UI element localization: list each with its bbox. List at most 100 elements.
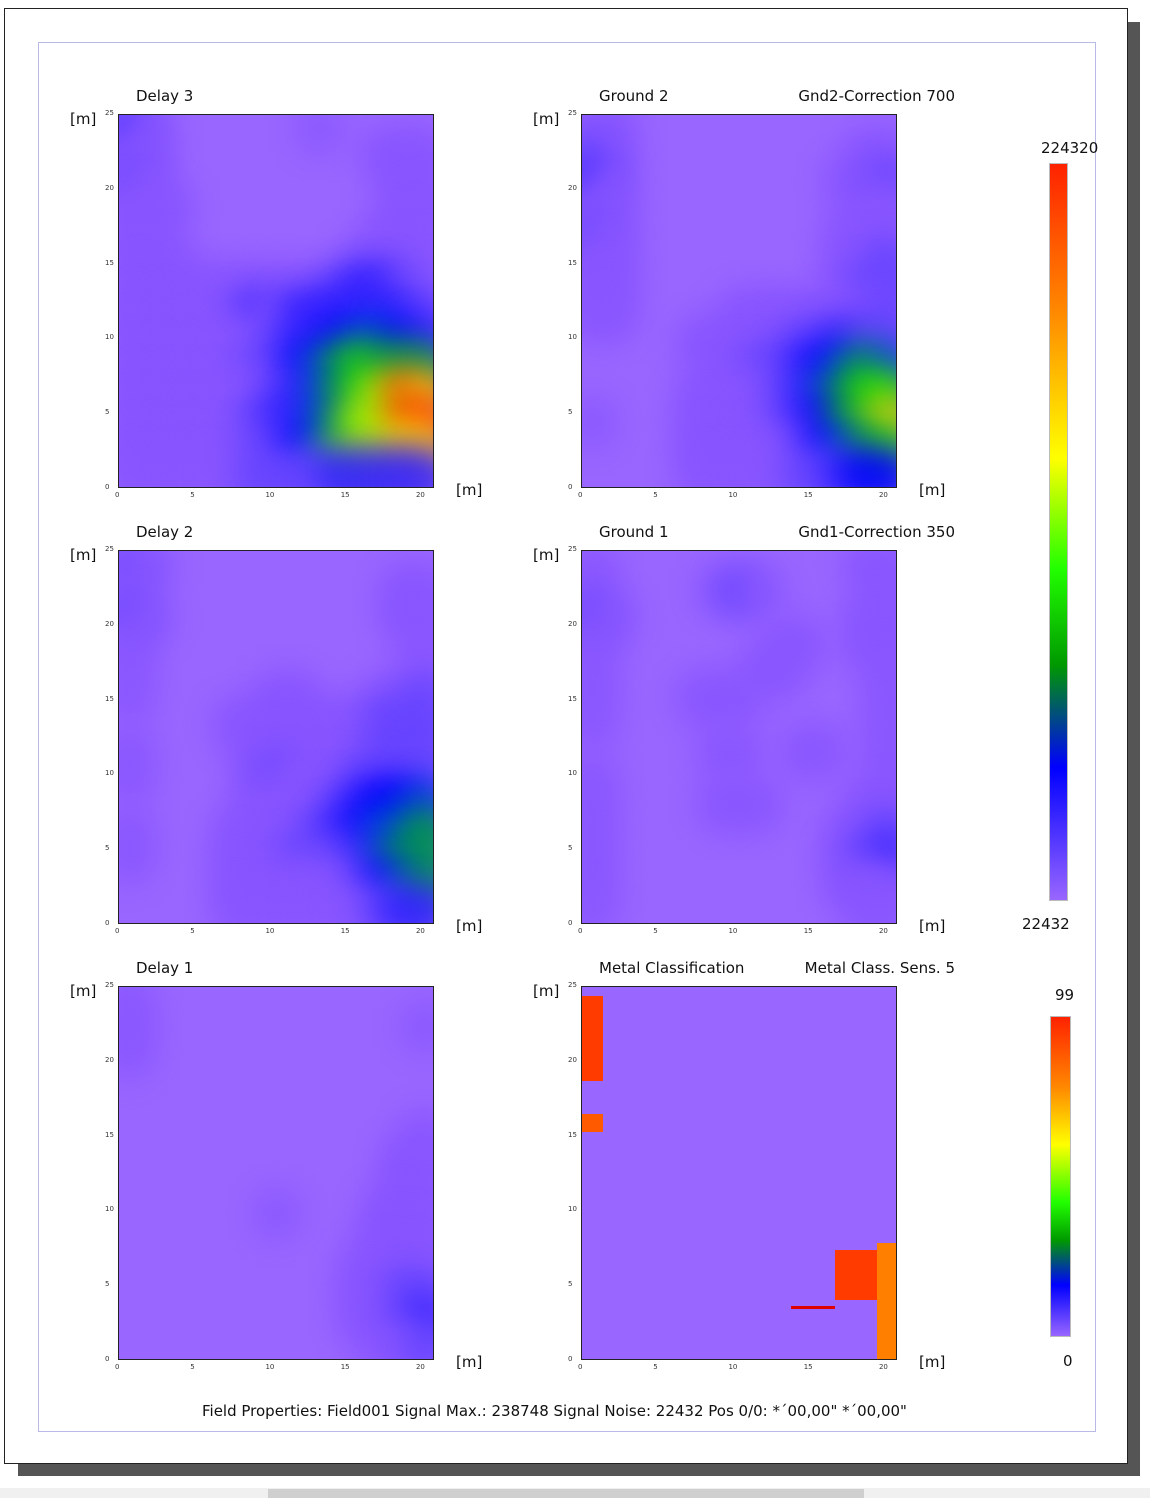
- heatmap-metal: [581, 986, 897, 1360]
- heat-cell: [737, 779, 785, 831]
- x-tick-label: 5: [653, 1363, 658, 1371]
- y-tick-label: 0: [568, 483, 573, 491]
- x-tick-label: 5: [190, 491, 195, 499]
- x-tick-label: 0: [578, 491, 583, 499]
- heatmap-delay3: [118, 114, 434, 488]
- heat-cell: [582, 699, 616, 750]
- y-tick-label: 5: [568, 844, 573, 853]
- y-tick-label: 25: [568, 545, 577, 553]
- y-tick-label: 20: [568, 183, 577, 192]
- heat-cell: [582, 396, 616, 448]
- x-tick-label: 0: [115, 491, 120, 499]
- panel-title-ground1: Ground 1: [599, 523, 669, 541]
- y-axis-unit: [m]: [533, 546, 560, 564]
- x-tick-label: 20: [415, 491, 425, 499]
- x-tick-label: 15: [803, 1363, 813, 1371]
- x-tick-label: 0: [578, 1363, 583, 1371]
- x-tick-label: 0: [115, 927, 120, 935]
- y-tick-label: 20: [568, 1055, 577, 1064]
- y-tick-label: 25: [105, 109, 114, 117]
- x-tick-label: 5: [190, 1363, 195, 1371]
- field-properties-footer: Field Properties: Field001 Signal Max.: …: [202, 1402, 907, 1420]
- x-tick-label: 10: [728, 1363, 738, 1371]
- y-tick-label: 15: [568, 694, 577, 703]
- y-tick-label: 10: [105, 1205, 114, 1214]
- x-tick-label: 0: [115, 1363, 120, 1371]
- panel-title-delay1: Delay 1: [136, 959, 194, 977]
- y-tick-label: 10: [105, 769, 114, 778]
- metal-region-4: [791, 1305, 835, 1309]
- y-tick-label: 20: [105, 619, 114, 628]
- x-axis-unit: [m]: [919, 481, 946, 499]
- heat-cell: [716, 725, 764, 777]
- y-tick-label: 10: [568, 1205, 577, 1214]
- heat-cell: [295, 115, 343, 154]
- x-tick-label: 20: [415, 1363, 425, 1371]
- y-tick-label: 20: [568, 619, 577, 628]
- x-tick-label: 20: [878, 1363, 888, 1371]
- x-tick-label: 15: [803, 491, 813, 499]
- y-tick-label: 25: [105, 981, 114, 989]
- panel-title-delay2: Delay 2: [136, 523, 194, 541]
- metal-region-2: [834, 1250, 877, 1300]
- x-tick-label: 10: [265, 1363, 275, 1371]
- y-tick-label: 15: [568, 258, 577, 267]
- y-tick-label: 0: [105, 483, 110, 491]
- heatmap-ground1: [581, 550, 897, 924]
- heat-cell: [801, 725, 848, 777]
- x-tick-label: 20: [878, 491, 888, 499]
- x-tick-label: 5: [653, 491, 658, 499]
- x-axis-unit: [m]: [919, 1353, 946, 1371]
- metal-region-1: [582, 1114, 604, 1133]
- x-tick-label: 15: [803, 927, 813, 935]
- y-tick-label: 25: [568, 109, 577, 117]
- x-tick-label: 15: [340, 927, 350, 935]
- x-axis-unit: [m]: [456, 1353, 483, 1371]
- x-tick-label: 5: [190, 927, 195, 935]
- scrollbar-thumb[interactable]: [268, 1489, 864, 1498]
- heatmap-delay1: [118, 986, 434, 1360]
- heat-cell: [716, 672, 764, 724]
- colorbar-signal: [1049, 163, 1068, 901]
- y-tick-label: 0: [568, 1355, 573, 1363]
- y-tick-label: 25: [568, 981, 577, 989]
- y-tick-label: 10: [568, 333, 577, 342]
- metal-region-0: [582, 995, 604, 1082]
- y-axis-unit: [m]: [70, 110, 97, 128]
- y-tick-label: 25: [105, 545, 114, 553]
- y-tick-label: 10: [568, 769, 577, 778]
- x-tick-label: 15: [340, 491, 350, 499]
- heat-cell: [737, 565, 785, 617]
- heat-cell: [119, 1028, 153, 1080]
- y-tick-label: 15: [105, 694, 114, 703]
- x-tick-label: 10: [728, 491, 738, 499]
- y-tick-label: 15: [105, 258, 114, 267]
- x-tick-label: 5: [653, 927, 658, 935]
- colorbar-signal-min: 22432: [1022, 915, 1070, 933]
- y-tick-label: 0: [105, 919, 110, 927]
- y-tick-label: 10: [105, 333, 114, 342]
- y-tick-label: 15: [568, 1130, 577, 1139]
- colorbar-metal-min: 0: [1063, 1352, 1073, 1370]
- y-tick-label: 5: [568, 1280, 573, 1289]
- y-tick-label: 5: [568, 408, 573, 417]
- y-tick-label: 5: [105, 844, 110, 853]
- metal-region-3: [876, 1242, 896, 1359]
- heat-cell: [119, 832, 153, 884]
- heat-cell: [758, 645, 806, 697]
- y-tick-label: 5: [105, 408, 110, 417]
- x-tick-label: 10: [728, 927, 738, 935]
- y-axis-unit: [m]: [533, 110, 560, 128]
- heatmap-delay2: [118, 550, 434, 924]
- y-axis-unit: [m]: [70, 982, 97, 1000]
- y-tick-label: 20: [105, 183, 114, 192]
- colorbar-signal-max: 224320: [1041, 139, 1099, 157]
- heat-cell: [253, 1188, 301, 1240]
- x-axis-unit: [m]: [456, 917, 483, 935]
- x-tick-label: 10: [265, 927, 275, 935]
- heatmap-ground2: [581, 114, 897, 488]
- panel-title-ground2: Ground 2: [599, 87, 669, 105]
- heat-cell: [401, 1001, 433, 1053]
- y-axis-unit: [m]: [533, 982, 560, 1000]
- x-axis-unit: [m]: [456, 481, 483, 499]
